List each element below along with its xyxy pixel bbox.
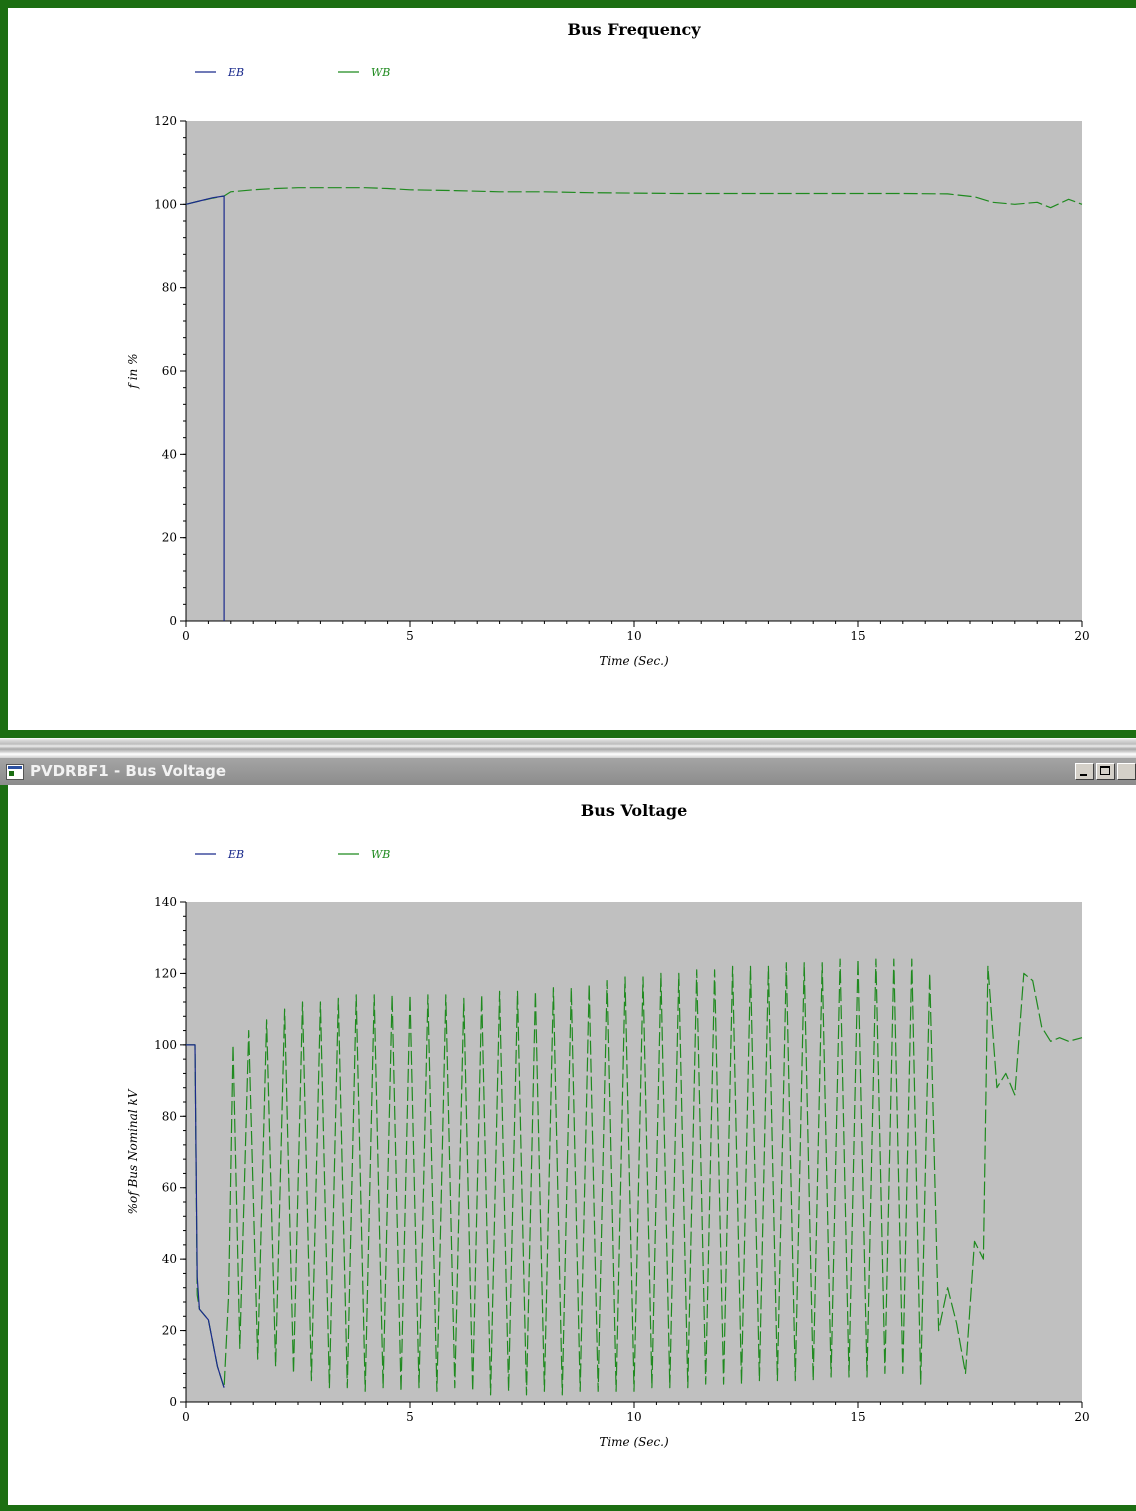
- x-tick-label: 10: [626, 1410, 641, 1424]
- window-title: PVDRBF1 - Bus Voltage: [30, 762, 227, 780]
- y-tick-label: 40: [162, 1252, 177, 1266]
- x-tick-label: 10: [626, 629, 641, 643]
- window-app-icon[interactable]: [6, 764, 24, 780]
- series-line-eb: [185, 195, 225, 621]
- plot-area: [186, 902, 1082, 1402]
- y-tick-label: 100: [154, 1038, 177, 1052]
- y-tick-label: 60: [162, 364, 177, 378]
- chart-0: Bus Frequency EB WB 0 20 40 60 80 100 120 0 5 10 15 20…: [126, 20, 1090, 668]
- y-tick-label: 20: [162, 1324, 177, 1338]
- y-axis-label: %of Bus Nominal kV: [126, 1088, 140, 1214]
- y-tick-label: 60: [162, 1181, 177, 1195]
- x-tick-label: 20: [1074, 629, 1089, 643]
- y-axis-label: f in %: [126, 353, 140, 389]
- chart-title: Bus Voltage: [581, 801, 688, 820]
- legend-label-eb: EB: [227, 848, 244, 861]
- x-tick-label: 0: [182, 629, 190, 643]
- legend-label-wb: WB: [371, 848, 390, 861]
- x-tick-label: 15: [850, 629, 865, 643]
- minimize-button[interactable]: [1075, 763, 1094, 780]
- y-tick-label: 120: [154, 114, 177, 128]
- chart-1: Bus Voltage EB WB 0 20 40 60 80 100 120 140 0 5 10 15 2…: [126, 801, 1090, 1449]
- bus-voltage-window-titlebar[interactable]: PVDRBF1 - Bus Voltage: [0, 758, 1136, 785]
- y-tick-label: 0: [169, 1395, 177, 1409]
- series-line-wb: [186, 958, 1083, 1396]
- series-line-wb: [185, 187, 1083, 209]
- maximize-button[interactable]: [1096, 763, 1115, 780]
- y-tick-label: 80: [162, 1109, 177, 1123]
- series-line-eb: [186, 1044, 225, 1388]
- y-tick-label: 20: [162, 531, 177, 545]
- x-tick-label: 0: [182, 1410, 190, 1424]
- x-axis-label: Time (Sec.): [599, 1435, 669, 1449]
- y-tick-label: 100: [154, 197, 177, 211]
- x-tick-label: 5: [406, 629, 414, 643]
- y-tick-label: 120: [154, 966, 177, 980]
- legend-label-eb: EB: [227, 66, 244, 79]
- y-tick-label: 40: [162, 447, 177, 461]
- pane-splitter[interactable]: [0, 738, 1136, 758]
- y-tick-label: 140: [154, 895, 177, 909]
- y-tick-label: 0: [169, 614, 177, 628]
- legend-label-wb: WB: [371, 66, 390, 79]
- x-tick-label: 5: [406, 1410, 414, 1424]
- chart-title: Bus Frequency: [567, 20, 701, 39]
- x-tick-label: 20: [1074, 1410, 1089, 1424]
- y-tick-label: 80: [162, 281, 177, 295]
- plot-area: [186, 121, 1082, 621]
- x-axis-label: Time (Sec.): [599, 654, 669, 668]
- x-tick-label: 15: [850, 1410, 865, 1424]
